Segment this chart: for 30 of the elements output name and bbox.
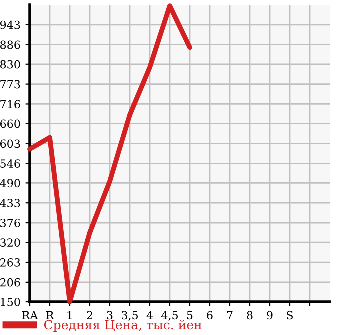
legend-label: Средняя Цена, тыс. йен (44, 320, 202, 332)
y-tick-label: 206 (0, 278, 20, 287)
y-tick-label: 546 (0, 160, 20, 168)
y-tick-label: 660 (0, 120, 20, 128)
x-tick-label: 4 (146, 311, 153, 320)
y-tick-label: 603 (0, 140, 20, 148)
x-tick-label: 2 (87, 311, 92, 320)
x-tick-label: 1 (68, 311, 72, 320)
y-tick-label: 150 (1, 298, 20, 306)
y-tick-label: 263 (0, 258, 20, 267)
x-tick-label: 5 (187, 311, 193, 320)
y-tick-label: 716 (0, 100, 20, 109)
y-tick-label: 320 (0, 238, 20, 247)
x-tick-label: 8 (247, 311, 253, 320)
y-tick-label: 943 (0, 20, 20, 30)
x-tick-label: 3,5 (122, 311, 138, 321)
x-tick-label: R (46, 311, 54, 320)
y-tick-label: 490 (0, 179, 20, 188)
x-tick-label: 3 (107, 311, 113, 320)
y-tick-label: 433 (0, 199, 20, 208)
x-tick-label: 7 (227, 311, 233, 320)
x-tick-label: RA (22, 311, 38, 320)
y-tick-label: 886 (0, 40, 20, 50)
x-tick-label: 9 (267, 311, 273, 320)
y-tick-label: 830 (0, 60, 20, 69)
y-tick-label: 773 (0, 80, 20, 89)
x-tick-label: S (287, 311, 293, 320)
x-tick-label: 6 (207, 311, 213, 320)
x-tick-label: 4,5 (162, 311, 178, 321)
y-tick-label: 376 (0, 219, 20, 228)
